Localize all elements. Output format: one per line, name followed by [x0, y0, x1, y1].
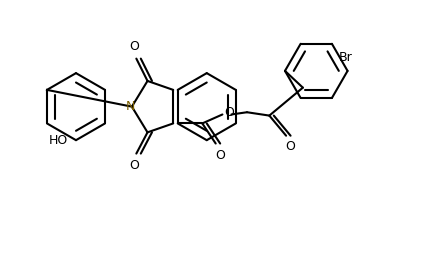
Text: O: O	[129, 159, 139, 172]
Text: O: O	[225, 106, 235, 119]
Text: HO: HO	[49, 134, 68, 147]
Text: O: O	[215, 149, 225, 162]
Text: O: O	[286, 140, 295, 153]
Text: Br: Br	[338, 51, 352, 64]
Text: O: O	[129, 40, 139, 53]
Text: N: N	[126, 100, 135, 112]
